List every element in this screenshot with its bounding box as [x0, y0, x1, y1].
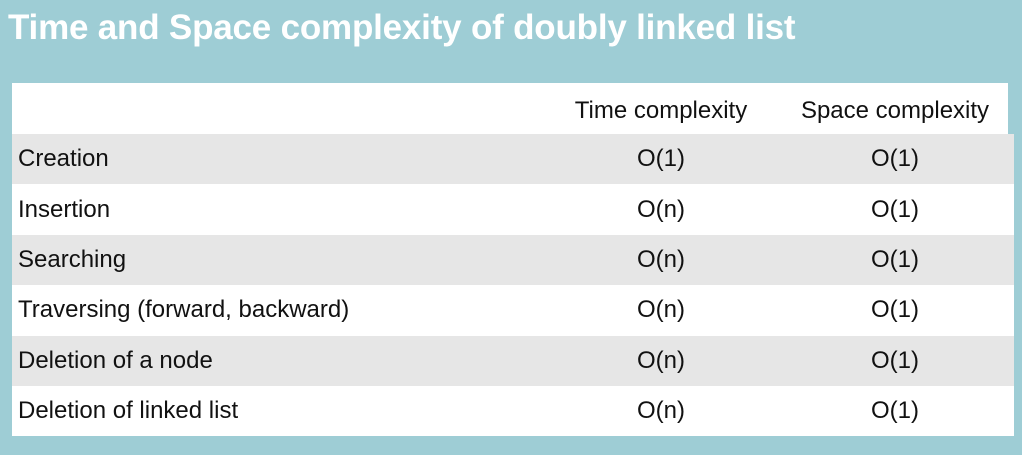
operation-cell: Deletion of a node: [18, 346, 213, 374]
time-complexity-cell: O(n): [637, 346, 685, 374]
space-complexity-cell: O(1): [871, 195, 919, 223]
table-row: Creation O(1) O(1): [12, 134, 1014, 185]
table-row: Deletion of a node O(n) O(1): [12, 335, 1014, 386]
table-row: Deletion of linked list O(n) O(1): [12, 385, 1014, 437]
table-row: Searching O(n) O(1): [12, 234, 1014, 286]
space-complexity-cell: O(1): [871, 397, 919, 425]
table-row: Traversing (forward, backward) O(n) O(1): [12, 285, 1014, 336]
time-complexity-cell: O(n): [637, 296, 685, 324]
space-complexity-cell: O(1): [871, 296, 919, 324]
table-row: Insertion O(n) O(1): [12, 184, 1014, 235]
header-operation: [12, 83, 546, 134]
operation-cell: Insertion: [18, 195, 111, 223]
time-complexity-cell: O(n): [637, 245, 685, 273]
table-header-row: Time complexity Space complexity: [12, 83, 1014, 134]
space-complexity-cell: O(1): [871, 145, 919, 173]
space-complexity-cell: O(1): [871, 346, 919, 374]
slide-title: Time and Space complexity of doubly link…: [8, 8, 796, 47]
complexity-table-container: Time complexity Space complexity Creatio…: [12, 83, 1014, 437]
time-complexity-cell: O(1): [637, 145, 685, 173]
operation-cell: Creation: [18, 145, 109, 173]
header-time-complexity: Time complexity: [574, 96, 748, 124]
header-space-complexity: Space complexity: [800, 96, 990, 124]
operation-cell: Deletion of linked list: [18, 397, 239, 425]
operation-cell: Traversing (forward, backward): [18, 296, 350, 324]
time-complexity-cell: O(n): [637, 195, 685, 223]
complexity-table: Time complexity Space complexity Creatio…: [12, 83, 1014, 437]
time-complexity-cell: O(n): [637, 397, 685, 425]
space-complexity-cell: O(1): [871, 245, 919, 273]
operation-cell: Searching: [18, 245, 127, 273]
